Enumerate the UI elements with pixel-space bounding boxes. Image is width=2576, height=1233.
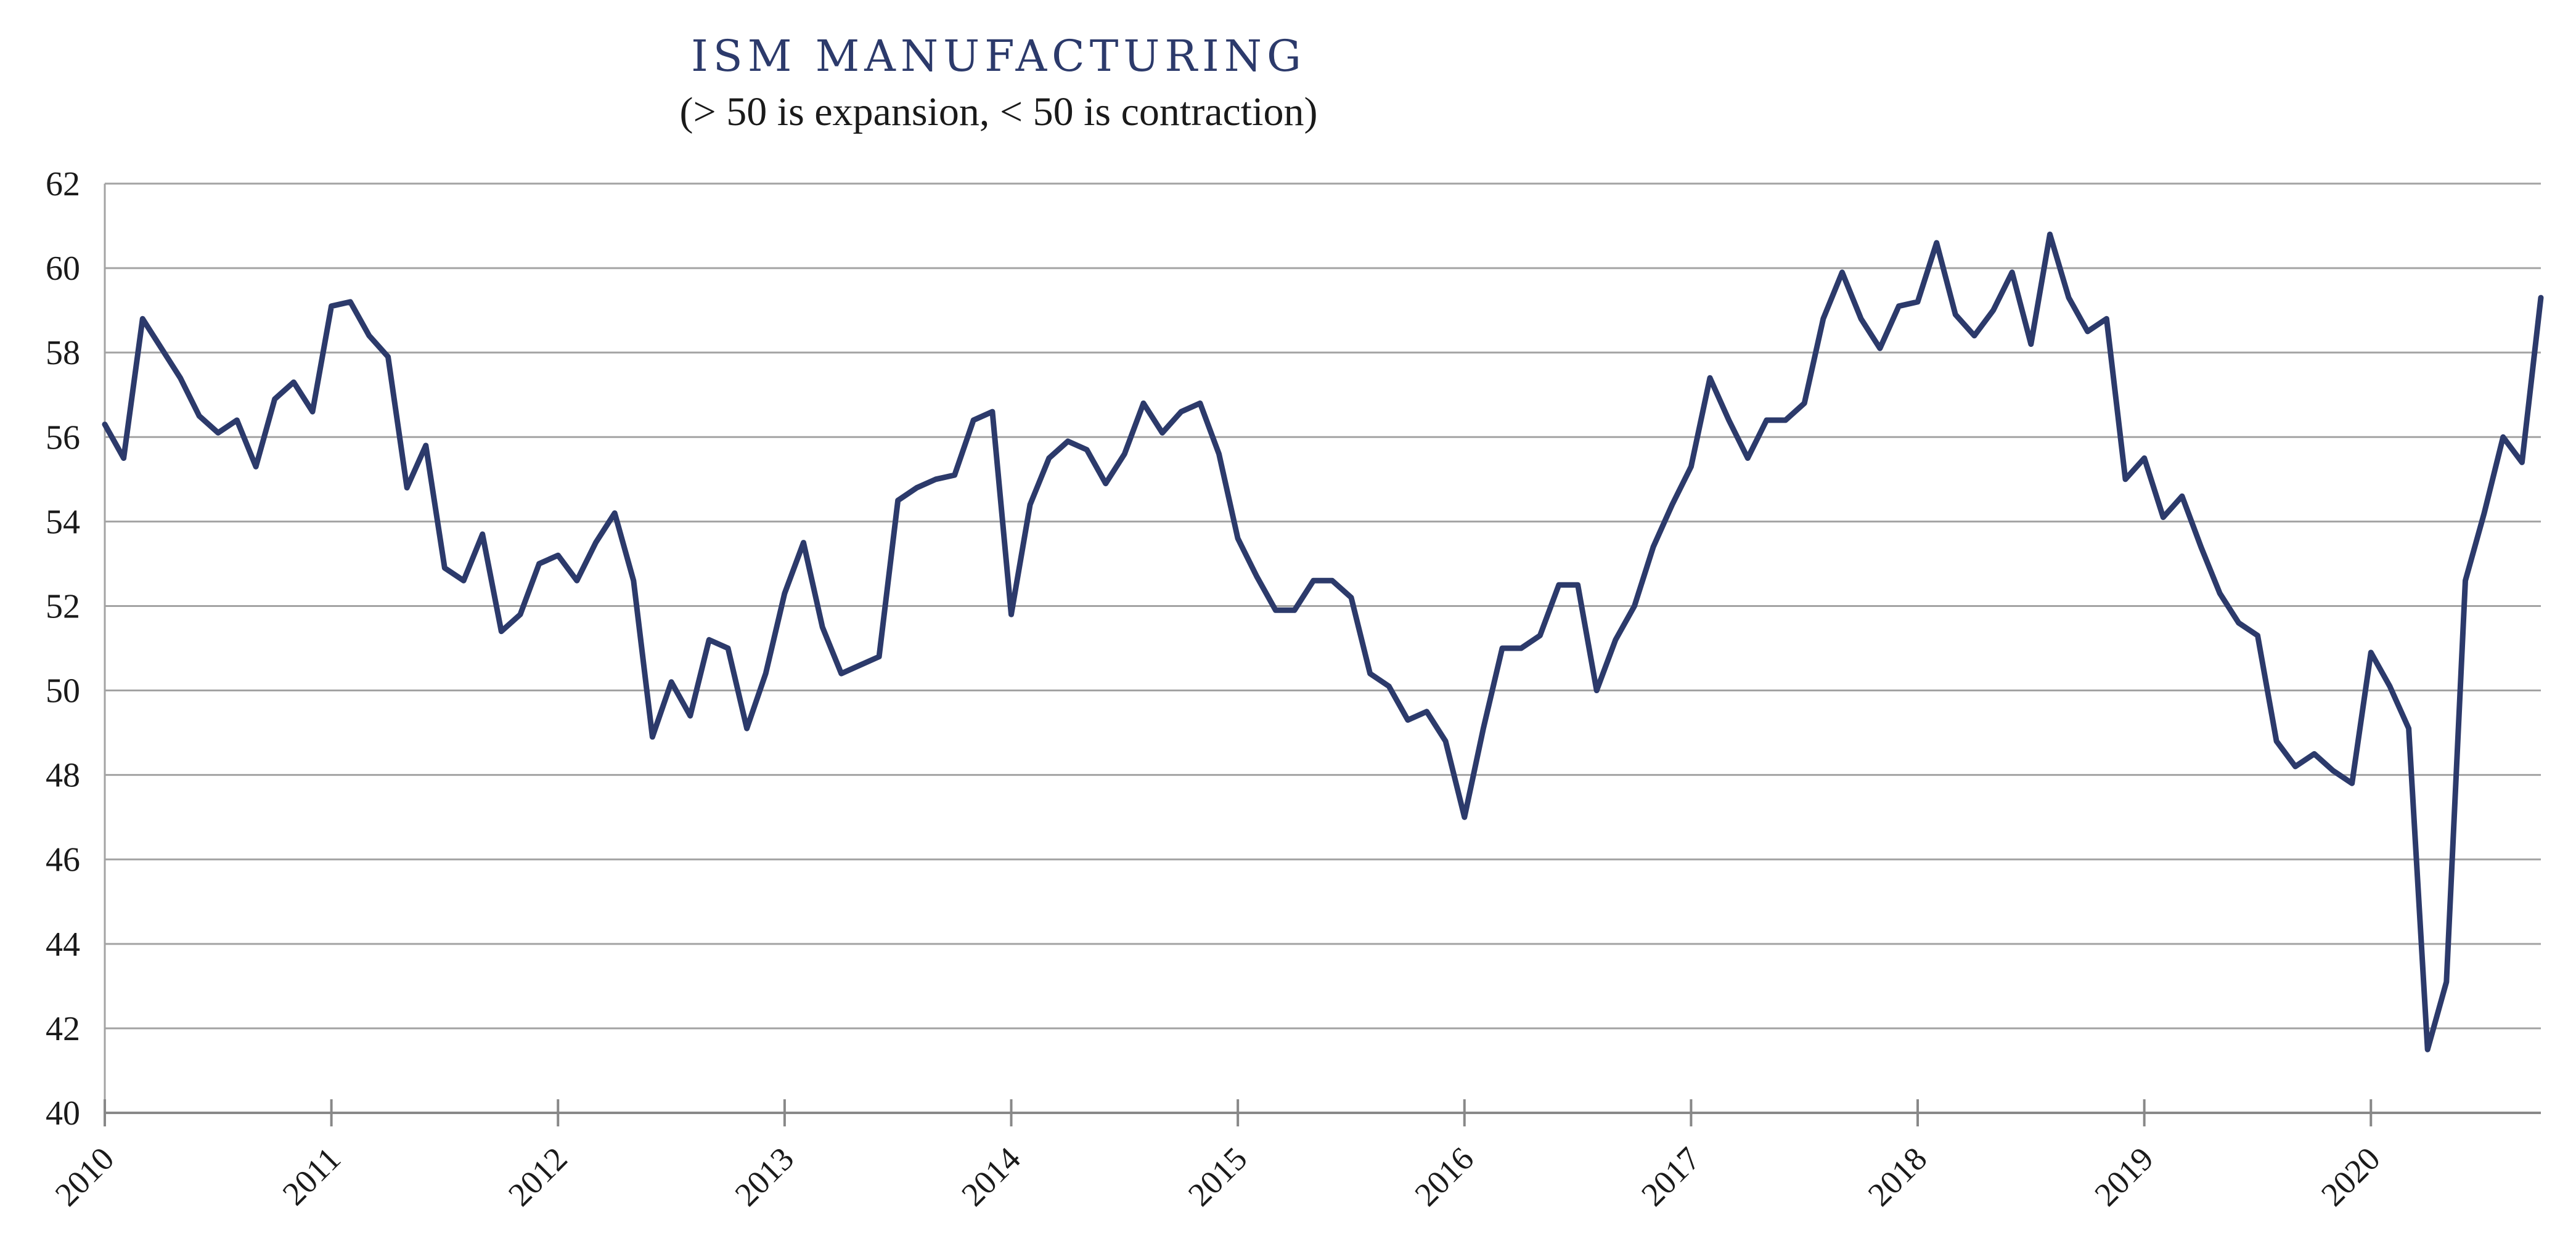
y-tick-label: 62 <box>46 165 80 203</box>
x-tick-label: 2014 <box>954 1140 1028 1213</box>
y-tick-label: 54 <box>46 503 80 541</box>
x-tick-label: 2018 <box>1861 1140 1934 1213</box>
x-axis <box>104 184 2541 1126</box>
x-tick-label: 2019 <box>2087 1140 2161 1213</box>
y-tick-label: 56 <box>46 418 80 457</box>
gridlines <box>105 182 2541 1030</box>
x-tick-label: 2011 <box>276 1140 348 1212</box>
y-tick-label: 40 <box>46 1094 80 1133</box>
y-tick-label: 46 <box>46 841 80 879</box>
x-tick-label: 2012 <box>501 1140 574 1213</box>
x-axis-tick-labels: 2010 2011 2012 2013 2014 2015 2016 2017 2018 2019… <box>48 1140 2387 1213</box>
y-tick-label: 48 <box>46 757 80 795</box>
y-tick-label: 50 <box>46 672 80 710</box>
y-tick-label: 44 <box>46 926 80 964</box>
x-tick-label: 2013 <box>728 1140 801 1213</box>
y-axis-tick-labels: 40 42 44 46 48 50 52 54 56 58 60 62 <box>46 165 80 1133</box>
x-tick-label: 2020 <box>2314 1140 2387 1213</box>
series-line-ism <box>102 231 2544 1052</box>
series-layer <box>102 231 2544 1052</box>
x-tick-label: 2015 <box>1181 1140 1254 1213</box>
y-tick-label: 52 <box>46 587 80 625</box>
x-tick-label: 2010 <box>48 1140 121 1213</box>
y-tick-label: 42 <box>46 1010 80 1048</box>
chart-title: ISM MANUFACTURING <box>691 31 1306 81</box>
x-tick-label: 2016 <box>1407 1140 1481 1213</box>
x-tick-label: 2017 <box>1634 1140 1707 1213</box>
chart-subtitle: (> 50 is expansion, < 50 is contraction) <box>680 89 1318 134</box>
y-tick-label: 60 <box>46 250 80 288</box>
y-tick-label: 58 <box>46 334 80 372</box>
